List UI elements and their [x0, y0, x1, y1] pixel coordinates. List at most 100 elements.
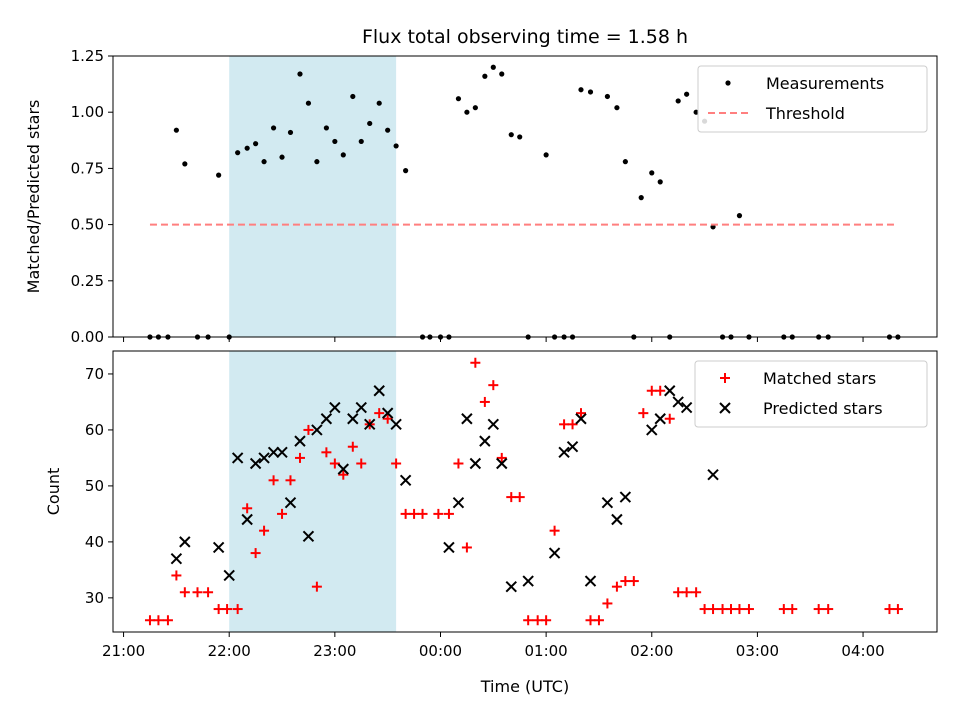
data-point	[657, 179, 663, 185]
data-point	[472, 105, 478, 111]
data-point	[182, 161, 188, 167]
legend-label: Threshold	[765, 104, 845, 123]
shaded-interval	[229, 56, 397, 337]
x-axis-label: Time (UTC)	[480, 677, 569, 696]
data-point	[268, 475, 279, 486]
data-point	[355, 401, 367, 414]
y-tick-label: 30	[85, 589, 104, 607]
data-point	[567, 419, 578, 430]
data-point	[367, 120, 373, 127]
chart-title: Flux total observing time = 1.58 h	[362, 26, 688, 48]
plot-frame	[112, 55, 938, 338]
data-point	[646, 385, 657, 396]
data-point	[179, 587, 190, 598]
data-point	[321, 447, 332, 458]
data-point	[364, 418, 376, 431]
data-point	[508, 132, 514, 138]
data-point	[505, 580, 517, 593]
data-point	[332, 138, 338, 145]
data-point	[311, 581, 322, 592]
data-point	[655, 385, 666, 396]
data-point	[373, 385, 385, 397]
data-point	[340, 152, 346, 158]
data-point	[400, 508, 411, 519]
data-point	[604, 93, 611, 100]
data-point	[323, 125, 329, 131]
data-point	[585, 615, 596, 626]
y-axis-label: Matched/Predicted stars	[24, 100, 43, 294]
data-point	[488, 380, 499, 391]
data-point	[479, 396, 490, 407]
data-point	[399, 474, 412, 487]
data-point	[216, 172, 222, 178]
top-panel: 0.00 0.25 0.50 0.75 1.00 1.25 Matched/Predicte…	[24, 47, 938, 346]
data-point	[403, 168, 409, 174]
data-point	[393, 143, 399, 149]
x-tick-label: 02:00	[630, 642, 673, 660]
data-point	[736, 213, 743, 219]
legend-label: Matched stars	[763, 369, 876, 388]
data-point	[173, 127, 179, 133]
data-point	[708, 604, 719, 615]
data-point	[241, 513, 253, 526]
data-point	[622, 159, 628, 165]
data-point	[499, 71, 505, 77]
data-point	[391, 458, 402, 469]
data-point	[673, 587, 684, 598]
data-point	[611, 581, 622, 592]
y-axis-label: Count	[44, 468, 63, 516]
data-point	[479, 435, 491, 447]
data-point	[532, 615, 543, 626]
data-point	[267, 446, 280, 459]
data-point	[287, 129, 294, 136]
data-point	[250, 548, 261, 559]
data-point	[578, 87, 584, 93]
data-point	[575, 413, 587, 425]
data-point	[691, 587, 702, 598]
data-point	[153, 615, 164, 626]
data-point	[693, 109, 699, 115]
data-point	[347, 441, 358, 452]
data-point	[452, 496, 465, 509]
data-point	[390, 418, 402, 431]
data-point	[675, 98, 681, 104]
legend: Matched stars Predicted stars	[694, 360, 928, 428]
data-point	[743, 604, 754, 615]
data-point	[734, 604, 745, 615]
data-point	[496, 452, 507, 463]
legend-swatch	[725, 80, 731, 86]
data-point	[813, 604, 824, 615]
data-point	[638, 195, 644, 201]
data-point	[619, 491, 632, 503]
data-point	[469, 457, 482, 470]
data-point	[541, 615, 552, 626]
data-point	[337, 463, 350, 475]
data-point	[638, 408, 649, 419]
data-point	[517, 134, 523, 140]
data-point	[192, 587, 203, 598]
data-point	[461, 413, 473, 425]
bottom-panel: 21:00 22:00 23:00 00:00 01:00 02:00 03:00 04:00…	[44, 350, 938, 660]
data-point	[717, 604, 728, 615]
data-point	[162, 615, 173, 626]
data-point	[374, 408, 385, 419]
legend-label: Predicted stars	[763, 399, 883, 418]
data-point	[496, 457, 508, 470]
legend-label: Measurements	[766, 74, 884, 93]
y-tick-label: 70	[85, 365, 104, 383]
data-point	[664, 413, 675, 424]
data-point	[884, 604, 895, 615]
data-point	[294, 452, 305, 463]
data-point	[244, 145, 250, 151]
data-point	[242, 503, 253, 514]
series-predicted-stars	[170, 385, 719, 593]
data-point	[171, 570, 182, 581]
data-point	[548, 547, 561, 559]
data-point	[482, 73, 488, 79]
data-point	[232, 604, 243, 615]
data-point	[329, 458, 340, 469]
data-point	[179, 536, 191, 548]
y-tick-label: 0.25	[71, 272, 104, 290]
data-point	[329, 401, 341, 414]
data-point	[443, 508, 454, 519]
